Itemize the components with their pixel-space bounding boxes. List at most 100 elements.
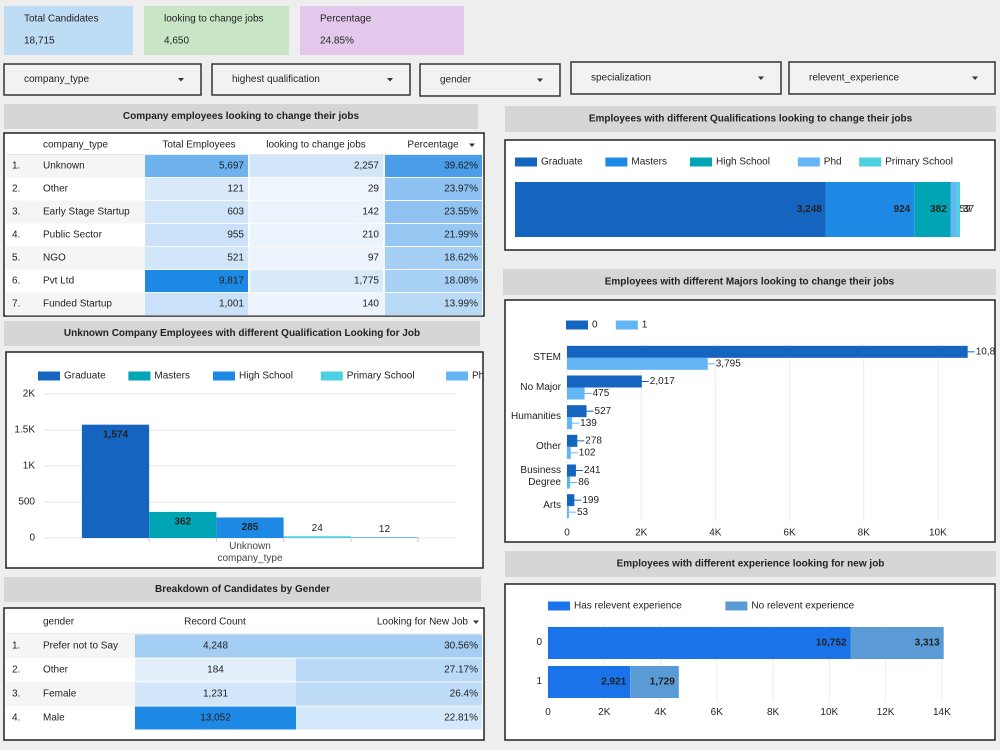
table-cell: NGO	[43, 253, 66, 264]
x-tick-label: 2K	[598, 707, 611, 718]
scorecard-label: Total Candidates	[24, 14, 99, 25]
table-header[interactable]: gender	[43, 617, 75, 628]
table-cell: 27.17%	[444, 665, 478, 676]
heat-cell	[250, 224, 383, 246]
heat-cell	[145, 270, 248, 292]
heat-cell	[135, 658, 296, 682]
table-cell: 4,248	[203, 641, 228, 652]
heat-cell	[296, 634, 482, 658]
filter-label[interactable]: highest qualification	[232, 74, 320, 85]
dropdown-arrow	[972, 76, 978, 80]
x-tick-label: Unknown company_type	[217, 541, 283, 564]
bar	[567, 446, 571, 459]
table-cell: 26.4%	[450, 689, 478, 700]
heat-cell	[296, 682, 482, 706]
table-cell: 955	[227, 230, 244, 241]
filter-label[interactable]: company_type	[24, 74, 89, 85]
bar	[567, 387, 585, 400]
heat-cell	[145, 293, 248, 315]
filter-dropdown[interactable]	[211, 63, 411, 96]
table-cell: Unknown	[43, 161, 85, 172]
legend-swatch	[725, 601, 748, 611]
value-label: 2,017	[650, 376, 675, 387]
panel-title: Company employees looking to change thei…	[123, 111, 360, 122]
heat-cell	[145, 247, 248, 269]
filter-label[interactable]: relevent_experience	[809, 73, 899, 84]
value-label: 527	[595, 406, 612, 417]
legend-swatch	[548, 601, 570, 611]
table-header[interactable]: Total Employees	[162, 140, 235, 151]
legend-swatch	[446, 371, 468, 381]
filter-dropdown[interactable]	[788, 61, 996, 95]
value-label: 10,752	[816, 638, 847, 649]
table-cell: 210	[362, 230, 379, 241]
value-label: 2,921	[601, 677, 626, 688]
filter-dropdown[interactable]	[419, 63, 561, 97]
bar	[567, 494, 575, 507]
bar	[149, 511, 217, 538]
y-tick-label: No Major	[520, 381, 561, 393]
y-tick-label: 1.5K	[14, 425, 35, 436]
table-header[interactable]: Looking for New Job	[377, 617, 469, 628]
scorecard-value: 24.85%	[320, 36, 354, 47]
table-cell: 1,775	[354, 276, 379, 287]
bar	[567, 506, 569, 519]
legend-swatch	[38, 371, 60, 381]
table-header[interactable]: looking to change jobs	[266, 140, 366, 151]
heat-cell	[296, 706, 482, 730]
bar	[567, 357, 708, 370]
row-number: 2.	[12, 665, 20, 676]
y-tick-label: 1K	[23, 461, 36, 472]
legend-label: Graduate	[64, 371, 106, 382]
panel	[504, 299, 996, 543]
value-label: 199	[582, 495, 599, 506]
sort-arrow	[473, 620, 479, 624]
table-header[interactable]: company_type	[43, 140, 108, 151]
value-label: 86	[578, 477, 590, 488]
legend-label: High School	[716, 157, 770, 168]
dropdown-arrow	[758, 76, 764, 80]
legend-swatch	[566, 320, 588, 330]
table-header[interactable]: Percentage	[407, 140, 459, 151]
heat-cell	[296, 658, 482, 682]
table-cell: 22.81%	[444, 713, 478, 724]
bar	[567, 375, 642, 388]
x-tick-label: 2K	[635, 528, 648, 539]
dropdown-arrow	[387, 78, 393, 82]
value-label: 102	[579, 447, 596, 458]
heat-cell	[250, 270, 383, 292]
value-label: 285	[242, 522, 259, 533]
legend-label: Masters	[631, 157, 667, 168]
legend-swatch	[605, 157, 628, 167]
y-tick-label: Business Degree	[520, 464, 561, 488]
legend-swatch	[797, 157, 820, 167]
value-label: 382	[930, 204, 947, 215]
heat-cell	[145, 224, 248, 246]
panel-title-bar	[4, 104, 478, 129]
heat-cell	[135, 634, 296, 658]
filter-dropdown[interactable]	[3, 63, 202, 96]
value-label: 924	[894, 204, 911, 215]
table-cell: 21.99%	[444, 230, 478, 241]
heat-cell	[385, 201, 482, 223]
panel-title-bar	[4, 321, 480, 346]
bar	[567, 345, 968, 358]
filter-label[interactable]: gender	[440, 75, 472, 86]
bar-segment	[548, 666, 631, 698]
heat-cell	[250, 247, 383, 269]
filter-label[interactable]: specialization	[591, 73, 651, 84]
x-tick-label: 8K	[767, 707, 780, 718]
table-cell: 9,817	[219, 276, 244, 287]
legend-label: Primary School	[885, 157, 953, 168]
row-number: 3.	[12, 207, 20, 218]
table-cell: 5,697	[219, 161, 244, 172]
table-cell: Public Sector	[43, 230, 103, 241]
bar	[216, 517, 284, 538]
legend-swatch	[128, 371, 151, 381]
bar-segment	[914, 182, 951, 237]
y-tick-label: Other	[535, 440, 561, 452]
bar	[350, 537, 419, 538]
table-cell: Early Stage Startup	[43, 207, 130, 218]
filter-dropdown[interactable]	[570, 61, 782, 95]
table-header[interactable]: Record Count	[184, 617, 246, 628]
